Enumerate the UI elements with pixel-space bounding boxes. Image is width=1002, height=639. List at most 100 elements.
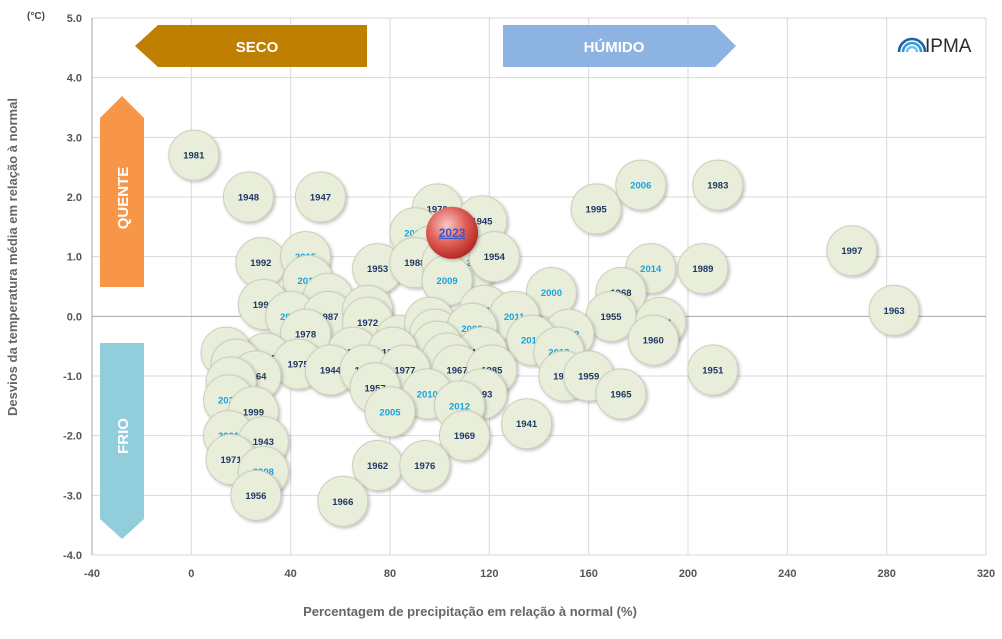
wet-arrow-label: HÚMIDO [584,38,645,56]
bubble-label: 1967 [446,366,467,377]
bubble-label: 1951 [702,366,724,377]
x-tick-label: 40 [285,568,297,580]
bubble-circle [222,171,274,223]
bubble-label: 1941 [516,419,538,430]
bubble-label: 2011 [504,312,525,323]
bubble-label: 1976 [414,461,435,472]
x-tick-label: 320 [977,568,995,580]
bubble-label: 1972 [357,318,378,329]
bubble-label: 1983 [707,181,728,192]
ipma-logo: IPMA [897,36,972,57]
bubble-circle [627,314,679,366]
cold-arrow-label: FRIO [115,418,132,454]
bubble-1976: 1976 [399,440,451,491]
bubble-label: 1995 [586,204,608,215]
y-tick-label: -4.0 [63,550,82,562]
y-tick-labels: -4.0 -3.0 -2.0 -1.0 0.0 1.0 2.0 3.0 4.0 5.0 [63,13,82,562]
bubble-label: 1988 [404,258,425,269]
bubble-1969: 1969 [439,410,490,462]
bubble-circle [868,284,920,336]
y-tick-label: 0.0 [67,311,82,323]
bubble-label: 1977 [394,366,415,377]
y-axis-title: Desvios da temperatura média em relação … [5,98,20,416]
bubble-label: 2012 [449,401,470,412]
y-tick-label: -3.0 [63,490,82,502]
bubble-1995: 1995 [570,183,622,235]
bubble-circle [317,475,369,527]
bubble-label: 1999 [243,407,264,418]
bubble-label: 2014 [640,264,662,275]
bubble-label-highlight: 2023 [439,226,466,240]
bubble-circle [364,386,416,438]
bubble-circle [570,183,622,235]
y-tick-label: -2.0 [63,431,82,443]
bubble-label: 1997 [841,246,862,257]
y-unit-label: (°C) [27,11,45,22]
bubble-label: 1992 [250,258,271,269]
bubble-label: 2010 [417,389,438,400]
bubble-circle [595,368,647,420]
ipma-logo-text: IPMA [925,36,972,57]
x-tick-label: 200 [679,568,697,580]
bubble-label: 1971 [220,455,242,466]
dry-arrow-label: SECO [236,39,279,56]
bubble-label: 1954 [484,252,506,263]
bubble-circle [687,344,739,396]
bubble-label: 2005 [379,407,401,418]
bubble-1989: 1989 [677,243,729,295]
bubble-circle [294,171,346,223]
bubble-1966: 1966 [317,475,369,527]
bubble-label: 1944 [320,366,342,377]
y-tick-label: 1.0 [67,252,82,264]
bubble-1965: 1965 [595,368,647,420]
x-tick-labels: -40 0 40 80 120 160 200 240 280 320 [84,568,995,580]
bubble-2006: 2006 [615,159,667,211]
bubble-circle [168,129,220,181]
bubble-label: 1945 [471,216,493,227]
bubbles: 1981194819471992201520171973199820071987… [168,129,920,527]
bubble-label: 1943 [253,437,274,448]
warm-arrow: QUENTE [100,96,144,287]
bubble-circle [501,398,553,450]
bubble-1960: 1960 [627,314,679,366]
bubble-label: 2009 [437,276,458,287]
dry-arrow: SECO [135,25,367,67]
x-tick-label: 120 [480,568,498,580]
bubble-label: 1960 [643,336,664,347]
bubble-label: 1975 [288,360,310,371]
bubble-label: 1970 [427,204,448,215]
bubble-1956: 1956 [230,469,282,521]
y-tick-label: 3.0 [67,132,82,144]
bubble-label: 1981 [183,151,205,162]
bubble-label: 1962 [367,461,388,472]
bubble-2005: 2005 [364,386,416,438]
bubble-label: 1959 [578,372,599,383]
x-tick-label: 160 [579,568,597,580]
x-tick-label: 240 [778,568,796,580]
bubble-circle [677,243,729,295]
bubble-circle [468,231,520,283]
bubble-label: 2019 [521,336,542,347]
bubble-2000: 2000 [525,266,577,318]
bubble-label: 1957 [365,383,386,394]
x-axis-title: Percentagem de precipitação em relação à… [303,604,637,619]
y-tick-label: -1.0 [63,371,82,383]
x-tick-label: 280 [877,568,895,580]
bubble-1983: 1983 [692,159,744,211]
bubble-1948: 1948 [222,171,274,223]
bubble-label: 1948 [238,193,259,204]
bubble-label: 1965 [610,389,632,400]
bubble-1947: 1947 [294,171,346,223]
bubble-label: 1953 [367,264,388,275]
bubble-label: 1947 [310,193,331,204]
bubble-circle [399,440,451,491]
bubble-circle [230,469,282,521]
wet-arrow: HÚMIDO [503,25,736,67]
bubble-label: 2017 [297,276,318,287]
bubble-circle [826,225,878,277]
bubble-circle [615,159,667,211]
bubble-label: 1998 [253,300,274,311]
bubble-label: 1964 [245,372,267,383]
bubble-1951: 1951 [687,344,739,396]
